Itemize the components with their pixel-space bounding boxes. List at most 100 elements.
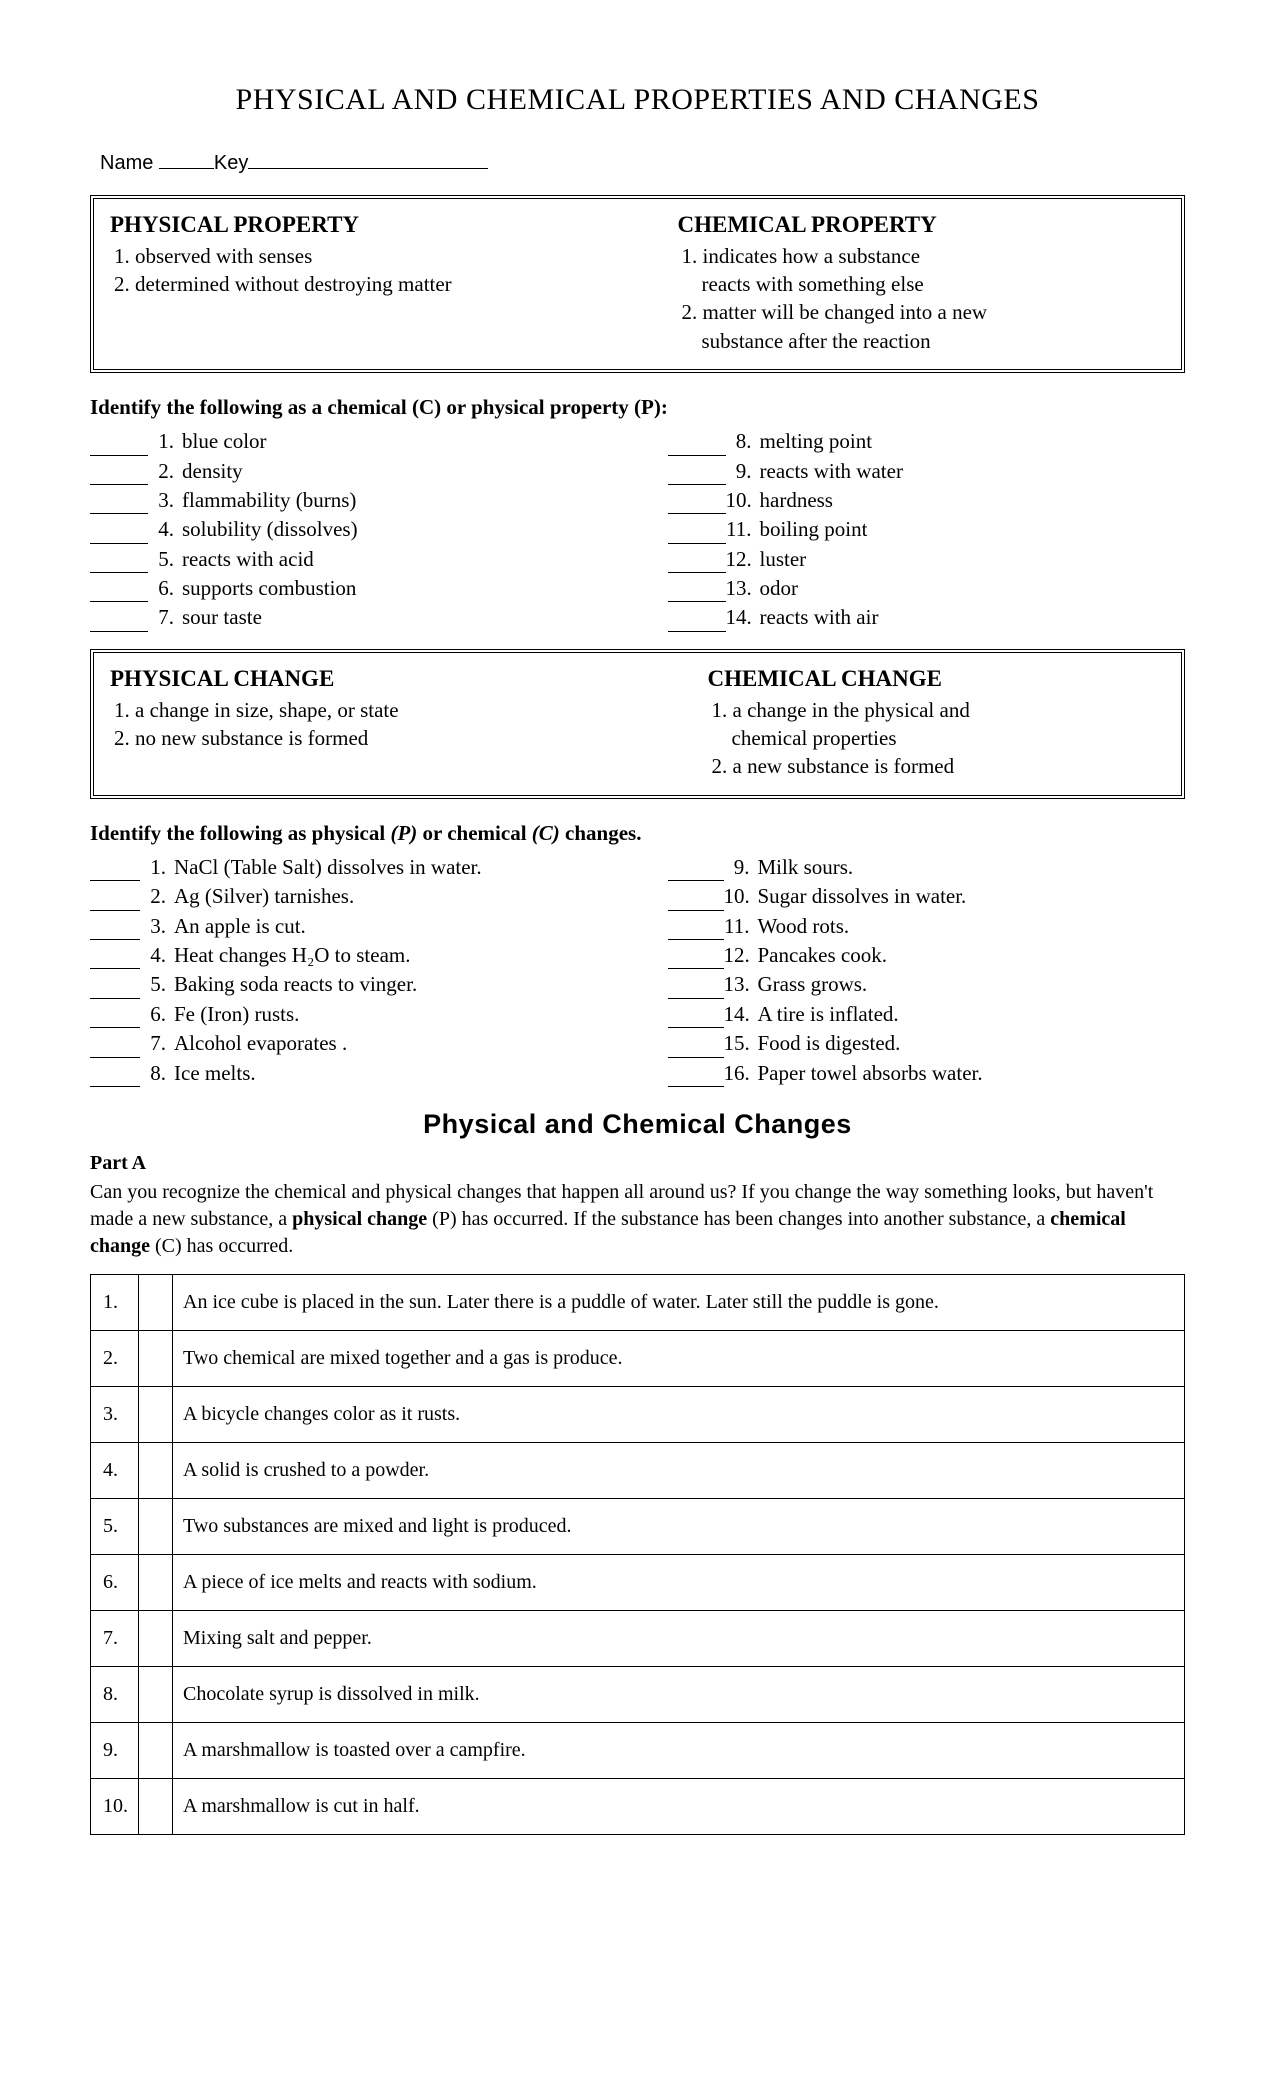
- list-item: 9.reacts with water: [668, 457, 1186, 485]
- list-item: 10.Sugar dissolves in water.: [668, 882, 1186, 910]
- item-number: 9.: [726, 457, 756, 485]
- answer-blank[interactable]: [668, 523, 726, 544]
- list-item: 5.reacts with acid: [90, 545, 608, 573]
- row-text: Chocolate syrup is dissolved in milk.: [173, 1667, 1185, 1723]
- answer-cell[interactable]: [139, 1275, 173, 1331]
- chemical-property-col: CHEMICAL PROPERTY 1. indicates how a sub…: [678, 209, 1166, 355]
- list-item: 11.Wood rots.: [668, 912, 1186, 940]
- item-text: boiling point: [756, 515, 1186, 543]
- list-item: 14.A tire is inflated.: [668, 1000, 1186, 1028]
- answer-cell[interactable]: [139, 1555, 173, 1611]
- answer-blank[interactable]: [90, 978, 140, 999]
- identify-changes-prompt: Identify the following as physical (P) o…: [90, 819, 1185, 847]
- list-item: 8.Ice melts.: [90, 1059, 608, 1087]
- list-item: 6.supports combustion: [90, 574, 608, 602]
- answer-blank[interactable]: [90, 1066, 140, 1087]
- item-number: 4.: [140, 941, 170, 969]
- answer-blank[interactable]: [668, 581, 726, 602]
- item-number: 16.: [724, 1059, 754, 1087]
- row-number: 9.: [91, 1723, 139, 1779]
- item-text: Ag (Silver) tarnishes.: [170, 882, 608, 910]
- answer-blank[interactable]: [668, 890, 724, 911]
- answer-cell[interactable]: [139, 1387, 173, 1443]
- item-number: 14.: [724, 1000, 754, 1028]
- answer-blank[interactable]: [90, 611, 148, 632]
- item-text: reacts with air: [756, 603, 1186, 631]
- item-text: reacts with acid: [178, 545, 608, 573]
- row-text: An ice cube is placed in the sun. Later …: [173, 1275, 1185, 1331]
- list-item: 5.Baking soda reacts to vinger.: [90, 970, 608, 998]
- definitions-box-properties: PHYSICAL PROPERTY 1. observed with sense…: [90, 195, 1185, 373]
- identify-properties-prompt: Identify the following as a chemical (C)…: [90, 393, 1185, 421]
- row-number: 10.: [91, 1779, 139, 1835]
- answer-blank[interactable]: [668, 978, 724, 999]
- def-line: 1. a change in size, shape, or state: [110, 696, 568, 724]
- answer-blank[interactable]: [90, 948, 140, 969]
- answer-blank[interactable]: [668, 611, 726, 632]
- row-text: A solid is crushed to a powder.: [173, 1443, 1185, 1499]
- answer-cell[interactable]: [139, 1667, 173, 1723]
- answer-blank[interactable]: [668, 1007, 724, 1028]
- row-number: 5.: [91, 1499, 139, 1555]
- table-row: 2.Two chemical are mixed together and a …: [91, 1331, 1185, 1387]
- def-line: 1. a change in the physical and: [708, 696, 1166, 724]
- answer-cell[interactable]: [139, 1331, 173, 1387]
- answer-blank[interactable]: [90, 890, 140, 911]
- list-item: 1.blue color: [90, 427, 608, 455]
- table-row: 6.A piece of ice melts and reacts with s…: [91, 1555, 1185, 1611]
- answer-blank[interactable]: [668, 493, 726, 514]
- item-text: Paper towel absorbs water.: [754, 1059, 1186, 1087]
- row-text: Two chemical are mixed together and a ga…: [173, 1331, 1185, 1387]
- table-row: 10.A marshmallow is cut in half.: [91, 1779, 1185, 1835]
- answer-blank[interactable]: [90, 581, 148, 602]
- answer-blank[interactable]: [90, 919, 140, 940]
- answer-blank[interactable]: [668, 919, 724, 940]
- item-text: Sugar dissolves in water.: [754, 882, 1186, 910]
- answer-blank[interactable]: [90, 464, 148, 485]
- row-number: 7.: [91, 1611, 139, 1667]
- list-item: 16.Paper towel absorbs water.: [668, 1059, 1186, 1087]
- answer-blank[interactable]: [668, 860, 724, 881]
- item-number: 2.: [148, 457, 178, 485]
- answer-blank[interactable]: [668, 948, 724, 969]
- row-number: 6.: [91, 1555, 139, 1611]
- item-number: 8.: [726, 427, 756, 455]
- item-number: 1.: [140, 853, 170, 881]
- item-text: Food is digested.: [754, 1029, 1186, 1057]
- row-number: 4.: [91, 1443, 139, 1499]
- answer-blank[interactable]: [90, 1037, 140, 1058]
- table-row: 1.An ice cube is placed in the sun. Late…: [91, 1275, 1185, 1331]
- list-item: 10.hardness: [668, 486, 1186, 514]
- answer-cell[interactable]: [139, 1499, 173, 1555]
- answer-cell[interactable]: [139, 1611, 173, 1667]
- answer-blank[interactable]: [90, 523, 148, 544]
- key-blank[interactable]: [248, 149, 488, 169]
- answer-blank[interactable]: [668, 1037, 724, 1058]
- answer-cell[interactable]: [139, 1779, 173, 1835]
- answer-blank[interactable]: [668, 552, 726, 573]
- table-row: 9.A marshmallow is toasted over a campfi…: [91, 1723, 1185, 1779]
- row-number: 8.: [91, 1667, 139, 1723]
- section-title: Physical and Chemical Changes: [90, 1106, 1185, 1142]
- answer-cell[interactable]: [139, 1443, 173, 1499]
- list-item: 2.density: [90, 457, 608, 485]
- item-text: flammability (burns): [178, 486, 608, 514]
- answer-blank[interactable]: [90, 552, 148, 573]
- answer-blank[interactable]: [668, 435, 726, 456]
- answer-table: 1.An ice cube is placed in the sun. Late…: [90, 1274, 1185, 1835]
- row-text: Two substances are mixed and light is pr…: [173, 1499, 1185, 1555]
- item-number: 13.: [724, 970, 754, 998]
- answer-blank[interactable]: [90, 435, 148, 456]
- list-item: 13.Grass grows.: [668, 970, 1186, 998]
- name-blank[interactable]: [159, 149, 214, 169]
- prompt-text: Identify the following as physical: [90, 821, 390, 845]
- answer-blank[interactable]: [90, 493, 148, 514]
- item-number: 10.: [726, 486, 756, 514]
- answer-blank[interactable]: [668, 464, 726, 485]
- item-text: melting point: [756, 427, 1186, 455]
- answer-blank[interactable]: [90, 860, 140, 881]
- answer-cell[interactable]: [139, 1723, 173, 1779]
- answer-blank[interactable]: [90, 1007, 140, 1028]
- item-number: 6.: [140, 1000, 170, 1028]
- answer-blank[interactable]: [668, 1066, 724, 1087]
